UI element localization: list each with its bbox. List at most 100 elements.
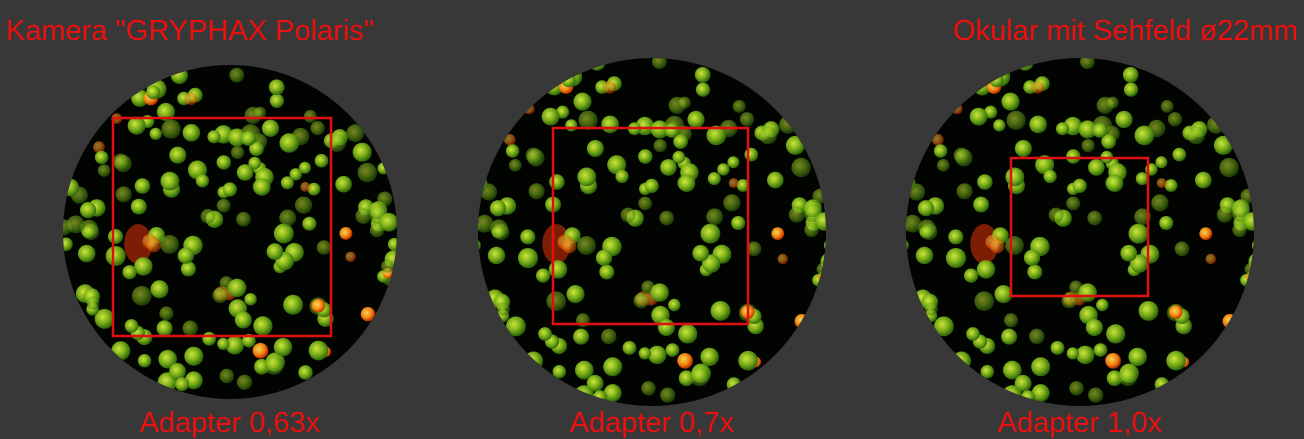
cell (964, 268, 979, 283)
cell (504, 134, 516, 146)
cell (706, 208, 723, 226)
cells (63, 67, 397, 392)
cell (156, 102, 175, 121)
cell (357, 162, 377, 183)
cell (1164, 179, 1178, 192)
cell (994, 285, 1013, 304)
cell (346, 124, 365, 143)
cell (299, 161, 311, 174)
cell (653, 139, 667, 153)
cell (1232, 222, 1247, 238)
panel-label: Adapter 0,7x (570, 407, 735, 439)
cell (677, 353, 693, 369)
cell (644, 178, 659, 193)
cell (303, 109, 317, 123)
cell (562, 239, 577, 254)
cell (578, 110, 598, 130)
cell (1115, 110, 1133, 129)
cell (180, 261, 196, 277)
cell (1001, 92, 1020, 111)
red-blob (542, 224, 571, 264)
cell (736, 179, 750, 192)
field-disc (63, 65, 397, 399)
cell (739, 112, 755, 127)
cell (492, 223, 510, 240)
cell (160, 171, 180, 191)
cell (352, 142, 372, 162)
cell (1066, 196, 1081, 211)
cell (137, 354, 152, 368)
cell (1101, 134, 1116, 149)
cell (620, 207, 636, 223)
cell (506, 316, 526, 337)
cell (80, 202, 97, 219)
microscope-fields (63, 58, 1254, 406)
cell (990, 239, 1005, 254)
cell (728, 178, 739, 189)
cell (575, 360, 594, 380)
cell (86, 296, 100, 310)
cell (932, 134, 944, 146)
cell (1156, 178, 1167, 189)
cell (1151, 194, 1169, 212)
cell (229, 67, 245, 83)
cell (127, 116, 146, 135)
sensor-frame (551, 126, 750, 326)
cell (788, 206, 805, 223)
cell (700, 347, 719, 367)
cell (603, 357, 623, 377)
cell (953, 147, 970, 164)
cell (1138, 301, 1159, 321)
cell (219, 368, 234, 384)
left-title: Kamera "GRYPHAX Polaris" (6, 15, 374, 47)
cell (1092, 122, 1108, 138)
cell (969, 107, 988, 126)
cell (177, 247, 194, 264)
cell (1014, 374, 1032, 392)
cell (665, 343, 680, 357)
cell (231, 145, 245, 159)
cell (261, 119, 280, 137)
cell (1043, 169, 1057, 183)
cell (478, 214, 494, 233)
cell (279, 133, 300, 153)
cell (548, 260, 568, 279)
cell (652, 58, 667, 70)
cell (94, 308, 115, 329)
cell (1081, 139, 1095, 153)
cell (381, 260, 394, 273)
cell (673, 134, 688, 149)
cell (694, 67, 711, 83)
cell (248, 156, 261, 170)
cell (1005, 236, 1024, 255)
cell (158, 349, 177, 369)
cell (695, 82, 711, 97)
cell (134, 257, 153, 276)
cell (1106, 370, 1123, 387)
cell (948, 229, 964, 245)
cell (222, 182, 237, 197)
cell (731, 216, 746, 230)
cell (1166, 350, 1186, 371)
cell (692, 244, 709, 262)
cell (976, 260, 996, 279)
cell (977, 174, 993, 190)
cell (280, 176, 294, 190)
cell (105, 246, 126, 266)
cell (1087, 210, 1102, 226)
cell (184, 371, 203, 390)
cell (216, 155, 231, 170)
cell (573, 92, 592, 111)
cell (678, 174, 696, 192)
cell (311, 299, 325, 313)
cell (934, 316, 954, 337)
cell (633, 293, 649, 309)
cell (791, 157, 811, 178)
cell (1106, 174, 1124, 192)
cell (345, 251, 356, 262)
cell (650, 283, 669, 302)
cell (717, 163, 730, 176)
cell (687, 110, 705, 129)
cells (906, 58, 1254, 405)
field-disc (478, 58, 826, 406)
